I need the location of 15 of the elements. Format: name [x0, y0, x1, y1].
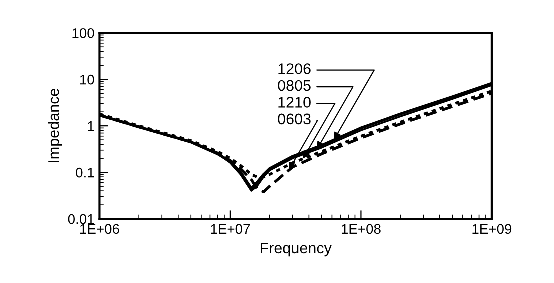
y-tick-label: 0.1 — [76, 168, 94, 178]
text: 1206 — [278, 64, 311, 74]
y-tick-label: 0.01 — [68, 214, 94, 224]
text: 0805 — [278, 80, 311, 92]
x-tick-label: 1E+06 — [80, 224, 120, 234]
y-axis-title: Impedance — [48, 88, 62, 162]
text: 1210 — [278, 97, 311, 108]
x-tick-label: 1E+07 — [211, 224, 250, 234]
y-tick-label: 10 — [80, 74, 94, 85]
y-tick-label: 100 — [72, 28, 94, 38]
y-tick-label: 1 — [88, 122, 94, 132]
x-tick-label: 1E+09 — [472, 224, 512, 234]
x-tick-label: 1E+08 — [342, 224, 381, 234]
text: 0603 — [278, 114, 311, 125]
x-axis-title: Frequency — [261, 242, 332, 257]
